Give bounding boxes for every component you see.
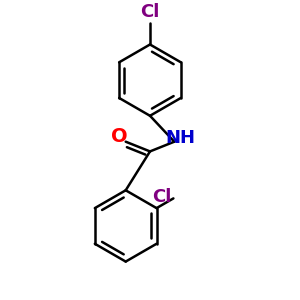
Text: Cl: Cl <box>152 188 172 206</box>
Text: Cl: Cl <box>140 3 160 21</box>
Text: NH: NH <box>166 130 196 148</box>
Text: O: O <box>111 127 128 146</box>
